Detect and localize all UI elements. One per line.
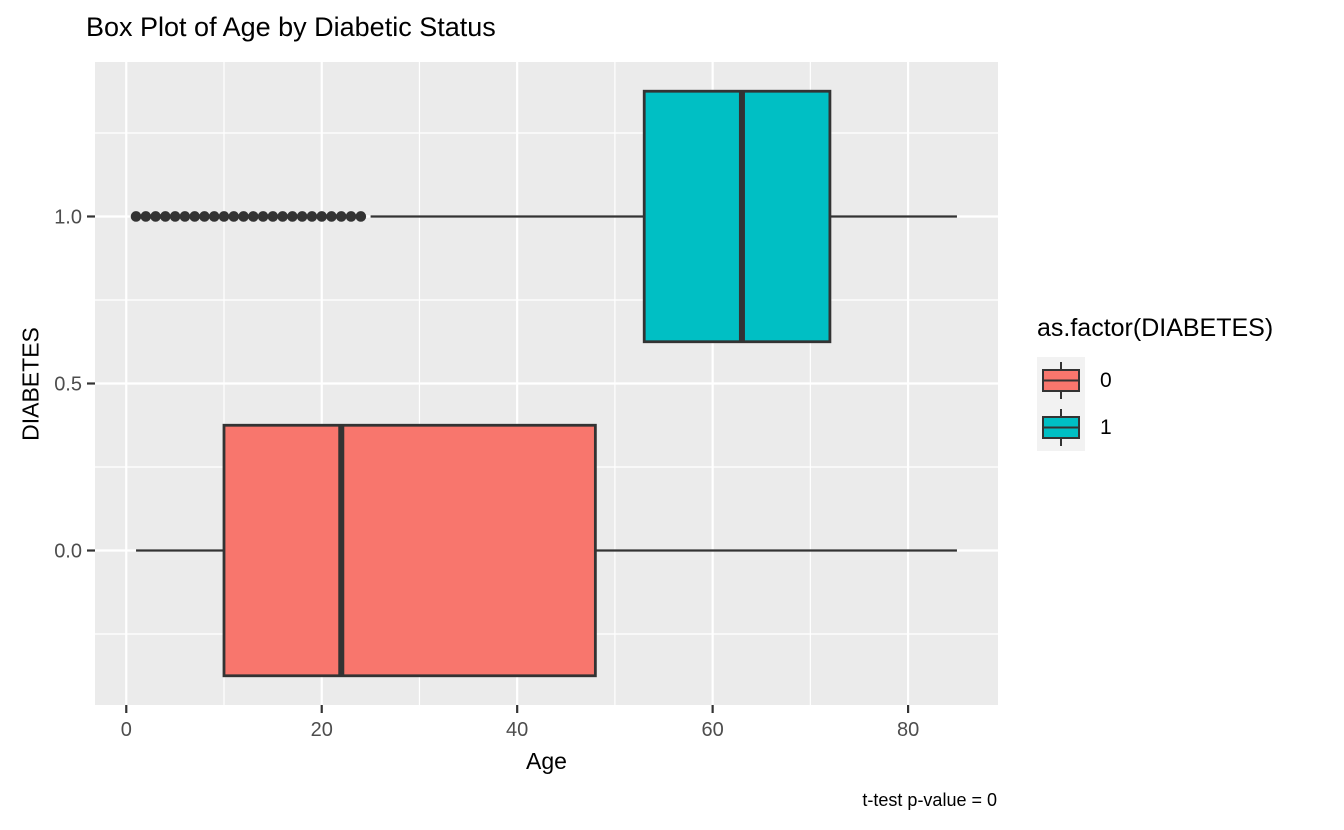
outlier-point xyxy=(316,211,328,222)
outlier-point xyxy=(169,211,181,222)
legend-title: as.factor(DIABETES) xyxy=(1037,314,1274,342)
legend-entry-label: 0 xyxy=(1100,368,1112,392)
outlier-point xyxy=(160,211,171,222)
legend-entry: 1 xyxy=(1037,404,1273,451)
x-axis-title: Age xyxy=(526,748,567,774)
y-tick-label: 0.0 xyxy=(54,541,82,563)
x-tick-label: 60 xyxy=(702,719,724,741)
y-axis-title: DIABETES xyxy=(17,327,44,441)
outlier-point xyxy=(218,211,230,222)
outlier-point xyxy=(140,211,152,222)
outlier-point xyxy=(238,211,249,222)
boxplot-key-icon xyxy=(1042,362,1080,399)
outlier-point xyxy=(267,211,279,222)
outlier-point xyxy=(345,211,357,222)
x-tick-label: 40 xyxy=(506,719,528,741)
outlier-point xyxy=(326,211,337,222)
outlier-point xyxy=(296,211,308,222)
outlier-point xyxy=(257,211,269,222)
outlier-point xyxy=(189,211,200,222)
outlier-point xyxy=(335,211,347,222)
outlier-point xyxy=(287,211,298,222)
legend-key xyxy=(1037,404,1085,451)
box-series-0 xyxy=(222,423,597,678)
outlier-point xyxy=(248,211,259,222)
outlier-point xyxy=(179,211,191,222)
outlier-point xyxy=(199,211,210,222)
legend-entry-label: 1 xyxy=(1100,415,1112,439)
outlier-point xyxy=(355,211,367,222)
boxplot-key-icon xyxy=(1042,409,1080,446)
plot-title: Box Plot of Age by Diabetic Status xyxy=(86,12,496,42)
x-tick-label: 20 xyxy=(311,719,333,741)
box-series-1 xyxy=(642,89,832,344)
outlier-point xyxy=(277,211,288,222)
outlier-point xyxy=(130,211,142,222)
y-tick-label: 1.0 xyxy=(54,206,82,228)
outlier-point xyxy=(306,211,318,222)
legend-key xyxy=(1037,357,1085,404)
caption: t-test p-value = 0 xyxy=(862,790,997,810)
y-tick-label: 0.5 xyxy=(54,374,82,396)
x-tick-label: 80 xyxy=(897,719,919,741)
outlier-point xyxy=(150,211,161,222)
outlier-point xyxy=(208,211,220,222)
legend-entry: 0 xyxy=(1037,357,1273,404)
x-tick-label: 0 xyxy=(121,719,132,741)
outlier-point xyxy=(228,211,240,222)
